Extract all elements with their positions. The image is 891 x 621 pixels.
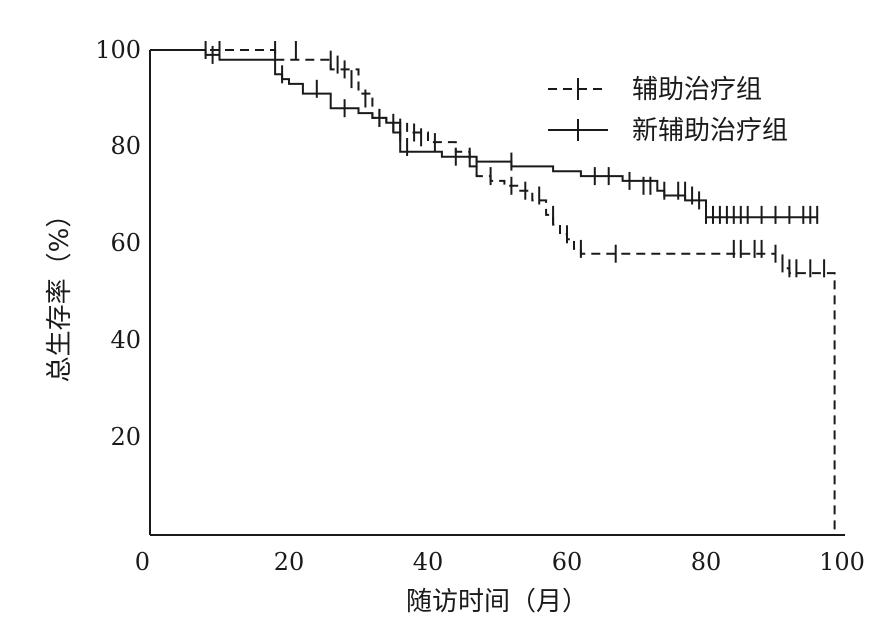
y-tick-label-80: 80 (110, 132, 141, 160)
x-tick-label-60: 60 (552, 548, 583, 576)
series-1 (150, 45, 819, 224)
x-tick-label-0: 0 (135, 548, 150, 576)
legend-label-neoadjuvant: 新辅助治疗组 (632, 116, 788, 146)
x-axis-title: 随访时间（月） (406, 587, 588, 617)
y-tick-label-20: 20 (110, 423, 141, 451)
x-tick-label-80: 80 (691, 548, 722, 576)
x-tick-label-20: 20 (274, 548, 305, 576)
legend-label-adjuvant: 辅助治疗组 (632, 75, 762, 105)
y-tick-group: 20 40 60 80 100 (95, 36, 141, 451)
y-tick-label-100: 100 (95, 36, 141, 64)
series-layer (150, 41, 836, 535)
x-tick-label-100: 100 (819, 548, 865, 576)
chart-axes (149, 50, 845, 536)
y-axis-title: 总生存率（%） (45, 202, 75, 383)
x-tick-group: 0 20 40 60 80 100 (135, 548, 865, 576)
x-tick-label-40: 40 (413, 548, 444, 576)
y-tick-label-60: 60 (110, 229, 141, 257)
legend-item-neoadjuvant: 新辅助治疗组 (548, 116, 788, 146)
y-tick-label-40: 40 (110, 326, 141, 354)
legend-item-adjuvant: 辅助治疗组 (548, 75, 762, 105)
chart-legend: 辅助治疗组 新辅助治疗组 (548, 75, 788, 146)
